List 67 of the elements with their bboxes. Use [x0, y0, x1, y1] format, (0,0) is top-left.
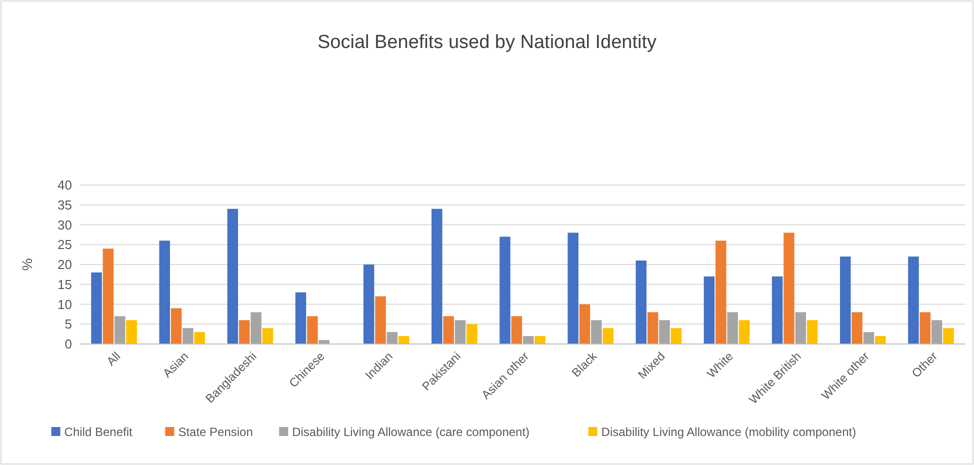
x-tick-label: All	[104, 349, 124, 369]
bar	[591, 320, 602, 344]
bar	[852, 312, 862, 344]
bar	[659, 320, 670, 344]
bar	[102, 248, 114, 344]
bar	[647, 312, 658, 344]
bar	[307, 316, 318, 344]
y-tick-label: 20	[58, 257, 72, 272]
bar	[227, 208, 238, 344]
y-tick-label: 30	[58, 217, 72, 232]
bar	[727, 312, 738, 344]
y-tick-label: 40	[58, 178, 72, 193]
chart-title: Social Benefits used by National Identity	[317, 32, 658, 53]
bar	[454, 320, 466, 344]
bar	[386, 332, 398, 344]
y-tick-label: 10	[58, 296, 72, 312]
bar	[522, 336, 534, 344]
bar	[114, 316, 126, 344]
bar	[716, 240, 726, 344]
bar	[875, 336, 886, 344]
bar	[920, 312, 930, 344]
bar	[91, 272, 102, 344]
bar	[534, 336, 546, 344]
bar	[943, 328, 954, 344]
bar	[398, 336, 410, 344]
bar	[295, 292, 306, 344]
bar	[795, 312, 806, 344]
bar	[126, 320, 137, 344]
y-tick-label: 35	[58, 197, 72, 212]
y-tick-label: 5	[64, 316, 72, 332]
y-tick-label: 25	[58, 237, 72, 252]
bar	[443, 316, 454, 344]
y-tick-label: 15	[58, 276, 72, 292]
bar	[579, 304, 590, 344]
bar	[363, 264, 374, 344]
bar	[500, 236, 510, 344]
bar	[738, 320, 750, 344]
bar	[170, 308, 182, 344]
bar	[182, 328, 194, 344]
bar	[511, 316, 522, 344]
y-tick-label: 0	[64, 336, 72, 352]
bar	[863, 332, 874, 344]
bar	[194, 332, 206, 344]
bar	[670, 328, 682, 344]
bar	[262, 328, 274, 344]
bar	[784, 232, 794, 344]
bar	[432, 208, 442, 344]
bar	[375, 296, 386, 344]
bar	[931, 320, 942, 344]
legend-label: Disability Living Allowance (mobility component)	[601, 425, 856, 439]
bar	[466, 324, 478, 344]
bar	[908, 256, 919, 344]
bar	[840, 256, 851, 344]
legend-label: State Pension	[178, 425, 253, 439]
y-axis-title: %	[19, 258, 35, 271]
bar	[318, 340, 330, 344]
bar	[772, 276, 783, 344]
bar	[602, 328, 614, 344]
bar	[159, 240, 170, 344]
bar	[806, 320, 818, 344]
bar	[636, 260, 647, 344]
bar	[238, 320, 250, 344]
bar	[568, 232, 578, 344]
legend-label: Child Benefit	[64, 425, 134, 439]
legend-label: Disability Living Allowance (care component)	[292, 425, 530, 439]
bar	[704, 276, 715, 344]
bar	[250, 312, 262, 344]
